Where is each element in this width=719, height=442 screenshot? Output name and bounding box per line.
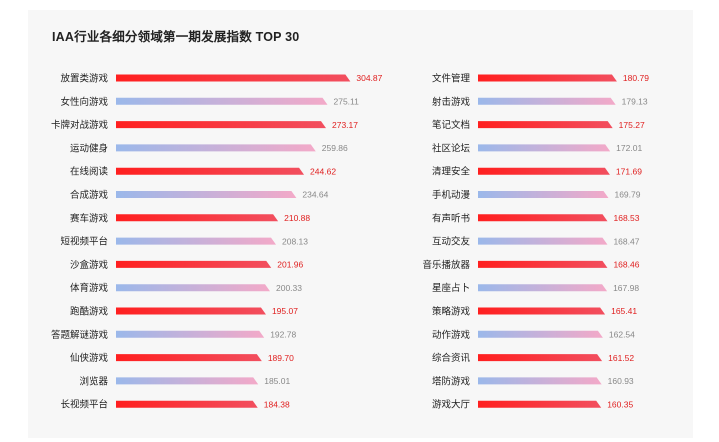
value-label: 195.07 (272, 306, 298, 316)
bar (116, 400, 258, 408)
bar (478, 167, 610, 175)
category-label: 跑酷游戏 (70, 306, 109, 318)
category-label: 短视频平台 (60, 236, 108, 248)
bar (116, 121, 326, 129)
bar (478, 191, 609, 198)
category-label: 合成游戏 (70, 189, 109, 201)
bar (116, 144, 316, 152)
value-label: 184.38 (264, 399, 290, 409)
bar (478, 330, 603, 338)
value-label: 165.41 (611, 306, 637, 316)
value-label: 167.98 (613, 283, 639, 293)
category-label: 浏览器 (79, 375, 108, 387)
value-label: 179.13 (622, 97, 648, 107)
value-label: 201.96 (277, 260, 303, 270)
category-label: 长视频平台 (60, 399, 108, 411)
bar (478, 377, 602, 385)
category-label: 音乐播放器 (422, 259, 470, 271)
category-label: 仙侠游戏 (70, 352, 109, 364)
bar (116, 260, 272, 268)
bar (116, 74, 351, 82)
category-label: 综合资讯 (432, 352, 471, 364)
bar (478, 307, 606, 315)
bar (478, 237, 608, 245)
bar (116, 237, 276, 245)
value-label: 200.33 (276, 283, 302, 293)
value-label: 169.79 (614, 190, 640, 200)
value-label: 172.01 (616, 143, 642, 153)
category-label: 互动交友 (432, 236, 471, 248)
value-label: 175.27 (619, 120, 645, 130)
category-label: 策略游戏 (432, 306, 471, 318)
value-label: 210.88 (284, 213, 310, 223)
chart-title: IAA行业各细分领域第一期发展指数 TOP 30 (52, 30, 300, 44)
bar (116, 167, 305, 175)
bar (478, 284, 608, 292)
bar (478, 74, 617, 82)
bar (478, 354, 603, 362)
bar (116, 284, 271, 292)
value-label: 208.13 (282, 236, 308, 246)
value-label: 180.79 (623, 73, 649, 83)
bar (478, 121, 613, 129)
value-label: 160.93 (608, 376, 634, 386)
bar (116, 214, 279, 222)
value-label: 171.69 (616, 166, 642, 176)
category-label: 清理安全 (432, 166, 471, 178)
value-label: 185.01 (264, 376, 290, 386)
value-label: 192.78 (270, 330, 296, 340)
bar (116, 377, 259, 385)
category-label: 运动健身 (70, 142, 108, 154)
bar (478, 214, 608, 222)
value-label: 234.64 (302, 190, 328, 200)
category-label: 星座占卜 (432, 282, 470, 294)
bar (478, 400, 602, 408)
category-label: 文件管理 (432, 73, 471, 85)
category-label: 女性向游戏 (60, 96, 108, 108)
value-label: 273.17 (332, 120, 358, 130)
category-label: 在线阅读 (70, 166, 109, 178)
category-label: 赛车游戏 (70, 212, 109, 224)
value-label: 259.86 (322, 143, 348, 153)
category-label: 社区论坛 (432, 142, 471, 154)
category-label: 放置类游戏 (60, 73, 108, 85)
value-label: 160.35 (607, 399, 633, 409)
category-label: 塔防游戏 (432, 375, 471, 387)
value-label: 161.52 (608, 353, 634, 363)
bar (116, 307, 266, 315)
value-label: 304.87 (356, 73, 382, 83)
category-label: 沙盒游戏 (70, 259, 109, 271)
bar (116, 191, 297, 198)
value-label: 168.53 (614, 213, 640, 223)
category-label: 笔记文档 (432, 119, 470, 131)
value-label: 168.46 (613, 260, 639, 270)
category-label: 体育游戏 (70, 282, 109, 294)
value-label: 244.62 (310, 166, 336, 176)
bar (116, 97, 328, 105)
category-label: 有声听书 (432, 212, 471, 224)
category-label: 答题解谜游戏 (51, 329, 109, 341)
category-label: 射击游戏 (432, 96, 471, 108)
category-label: 手机动漫 (432, 189, 471, 201)
value-label: 189.70 (268, 353, 294, 363)
category-label: 动作游戏 (432, 329, 471, 341)
bar (478, 260, 608, 268)
category-label: 卡牌对战游戏 (51, 119, 109, 131)
value-label: 162.54 (609, 330, 635, 340)
bar (116, 330, 265, 338)
bar (478, 144, 611, 152)
value-label: 168.47 (613, 236, 639, 246)
bar (116, 354, 262, 362)
category-label: 游戏大厅 (432, 399, 471, 411)
bar (478, 97, 616, 105)
value-label: 275.11 (333, 97, 359, 107)
